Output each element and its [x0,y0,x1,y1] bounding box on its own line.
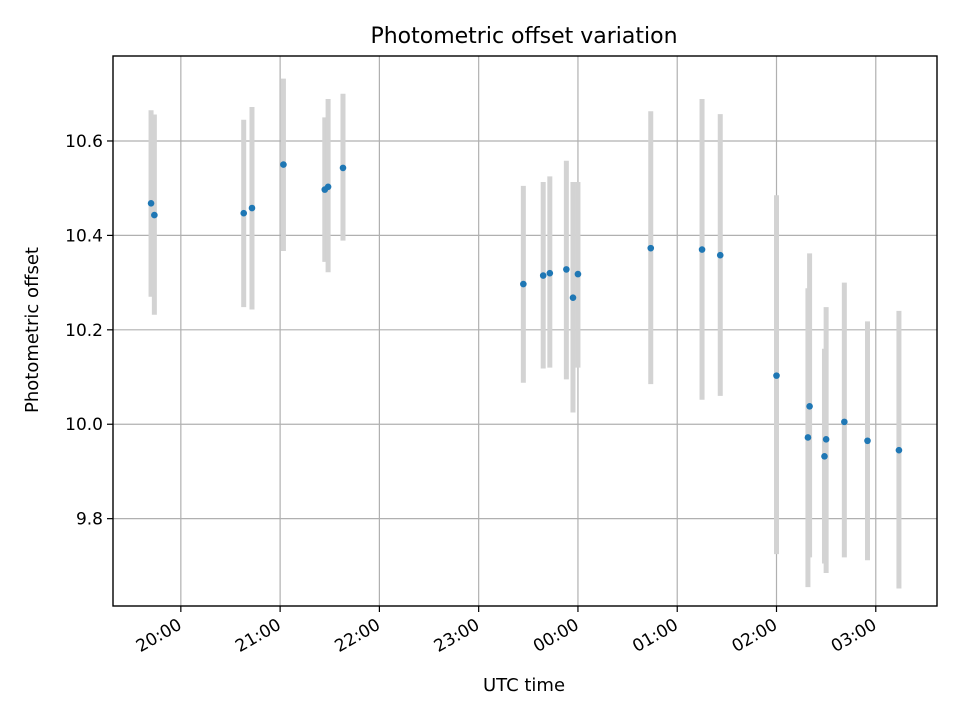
data-point [520,280,527,288]
data-point [339,164,347,172]
x-tick-label: 03:00 [828,615,880,657]
data-point [895,446,903,454]
data-point [804,434,812,441]
data-point [240,209,248,217]
data-point [280,161,287,168]
y-tick-label: 10.6 [65,132,103,152]
data-point [324,183,332,191]
data-point [248,204,256,212]
data-point [806,403,813,410]
data-point [821,453,828,460]
data-point [151,211,158,219]
data-point [698,246,706,253]
data-point [563,266,570,273]
x-tick-label: 23:00 [431,615,483,657]
errorbar-layer [148,78,902,589]
data-point [574,270,582,278]
x-axis-label: UTC time [483,675,565,696]
x-tick-label: 20:00 [133,615,185,657]
data-point [569,294,577,302]
x-tick-label: 21:00 [232,615,284,657]
x-tick-label: 02:00 [729,615,781,657]
y-tick-label: 10.4 [65,226,103,246]
point-layer [147,161,903,460]
data-point [841,418,848,426]
y-axis-label: Photometric offset [22,247,43,413]
data-point [864,437,871,445]
y-tick-label: 9.8 [76,510,103,530]
data-point [822,436,830,443]
y-tick-label: 10.0 [65,415,103,435]
x-tick-layer: 20:00 21:00 22:00 23:00 00:00 01:00 02:00 03:00 [133,606,880,657]
x-tick-label: 22:00 [331,615,383,657]
data-point [647,244,655,252]
plot-frame [112,55,938,607]
y-tick-label: 10.2 [65,321,103,341]
data-point [539,272,547,279]
data-point [716,251,724,259]
x-tick-label: 01:00 [629,615,681,657]
data-point [147,199,155,207]
data-point [773,372,780,379]
chart-title: Photometric offset variation [370,24,677,49]
y-tick-layer: 9.8 10.0 10.2 10.4 10.6 [65,132,113,530]
x-tick-label: 00:00 [530,615,582,657]
data-point [546,269,554,277]
